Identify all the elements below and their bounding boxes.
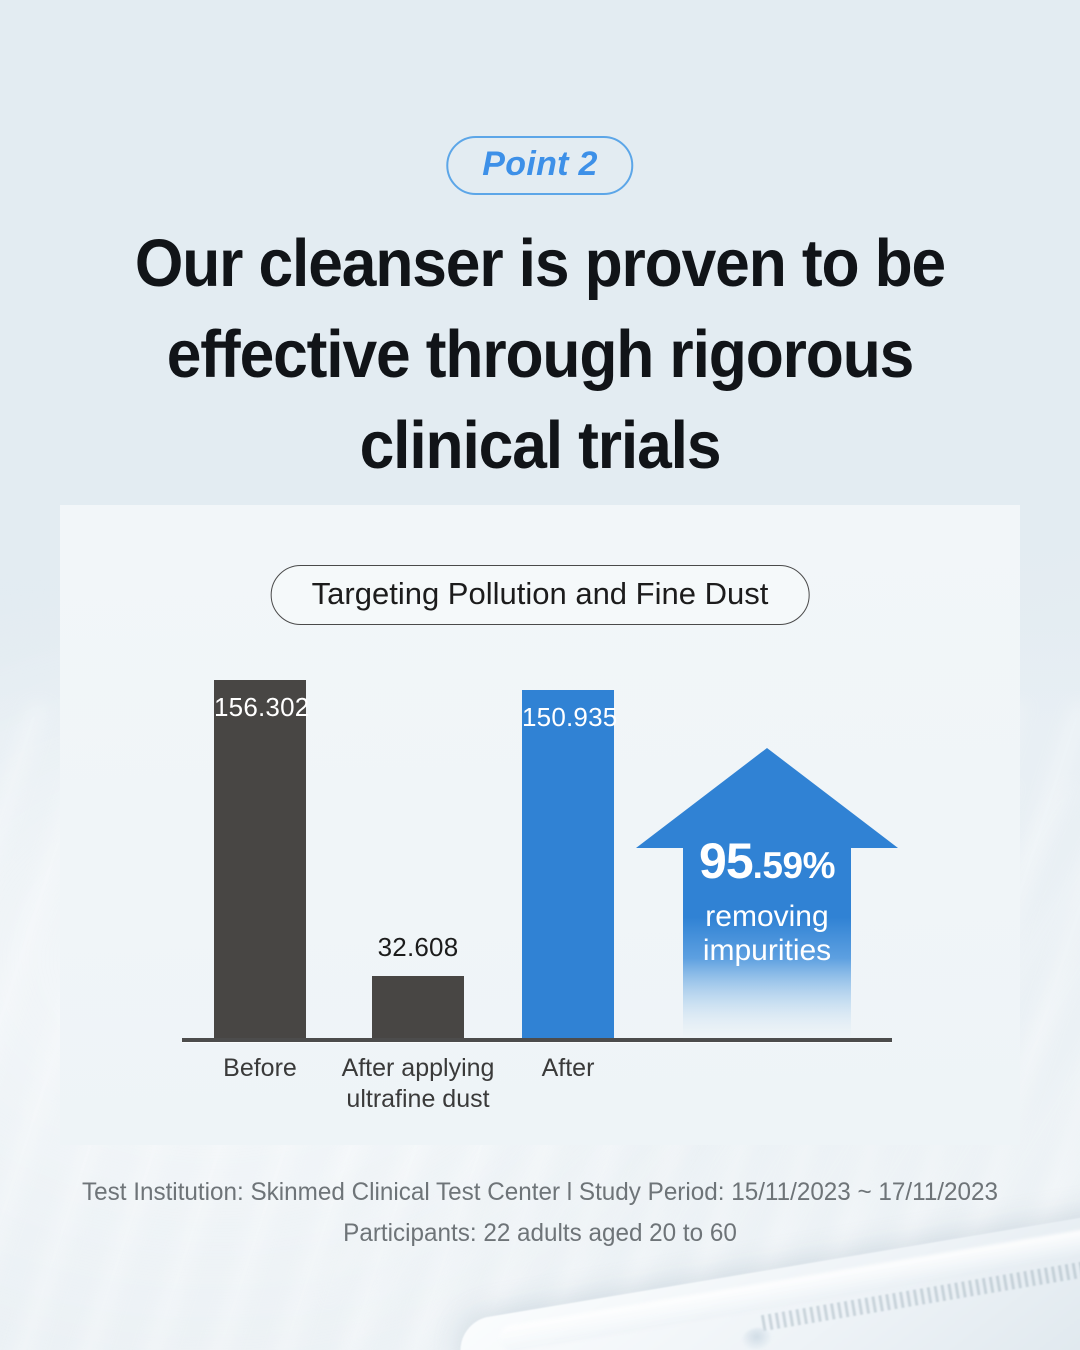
bar-chart-plot: 156.302 32.608 150.935 Before After appl… (60, 505, 1020, 1145)
x-axis-line (182, 1038, 892, 1042)
up-arrow-icon (636, 748, 898, 1040)
study-footnotes: Test Institution: Skinmed Clinical Test … (16, 1172, 1064, 1253)
bar-after-applying-ultrafine-dust: 32.608 (372, 934, 464, 1038)
chart-card: Targeting Pollution and Fine Dust 156.30… (60, 505, 1020, 1145)
page-title: Our cleanser is proven to be effective t… (38, 218, 1042, 491)
page-title-line-2: effective through rigorous (166, 317, 915, 393)
x-label-after-applying-ultrafine-dust: After applying ultrafine dust (341, 1054, 495, 1114)
footnote-institution-period: Test Institution: Skinmed Clinical Test … (82, 1178, 998, 1206)
page-title-line-3: clinical trials (359, 408, 722, 484)
page-title-line-1: Our cleanser is proven to be (134, 226, 946, 301)
point-badge: Point 2 (446, 136, 634, 195)
bar-value-after-applying-ultrafine-dust: 32.608 (377, 932, 459, 962)
footnote-participants: Participants: 22 adults aged 20 to 60 (343, 1218, 737, 1247)
x-label-after: After (541, 1054, 595, 1082)
bar-before: 156.302 (214, 680, 310, 1038)
bar-value-before: 156.302 (214, 692, 310, 722)
bar-after: 150.935 (522, 690, 618, 1038)
bar-value-after: 150.935 (522, 702, 618, 732)
chart-title: Targeting Pollution and Fine Dust (270, 565, 810, 625)
x-label-before: Before (223, 1054, 297, 1082)
removal-rate-callout: 95.59% removing impurities (632, 740, 902, 1040)
